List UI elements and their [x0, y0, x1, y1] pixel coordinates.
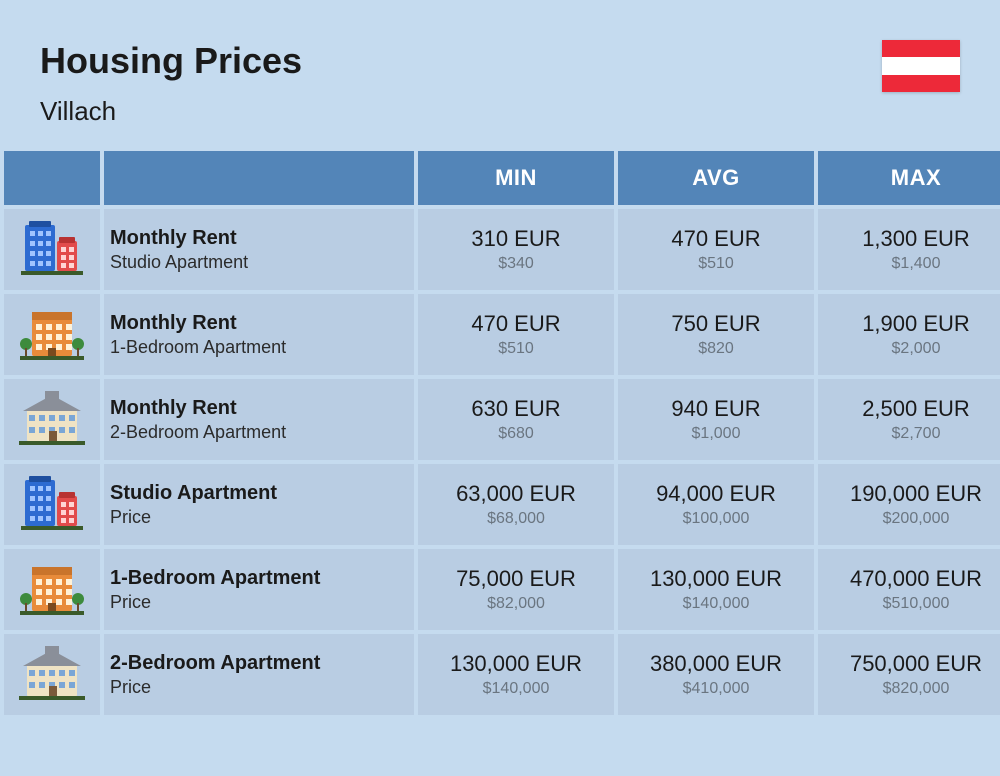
table-row: Monthly Rent1-Bedroom Apartment 470 EUR $5… — [4, 294, 1000, 375]
value-sub: $820,000 — [828, 679, 1000, 698]
building-1br-icon — [4, 294, 100, 375]
value-main: 1,900 EUR — [828, 311, 1000, 337]
row-title: 2-Bedroom Apartment — [110, 651, 404, 676]
cell-max: 1,900 EUR $2,000 — [818, 294, 1000, 375]
value-main: 940 EUR — [628, 396, 804, 422]
cell-min: 75,000 EUR $82,000 — [418, 549, 614, 630]
value-sub: $100,000 — [628, 509, 804, 528]
table-header-empty — [4, 151, 100, 205]
value-main: 470,000 EUR — [828, 566, 1000, 592]
cell-min: 63,000 EUR $68,000 — [418, 464, 614, 545]
value-main: 63,000 EUR — [428, 481, 604, 507]
value-sub: $510 — [428, 339, 604, 358]
cell-max: 750,000 EUR $820,000 — [818, 634, 1000, 715]
value-main: 630 EUR — [428, 396, 604, 422]
value-main: 130,000 EUR — [628, 566, 804, 592]
page-title: Housing Prices — [40, 40, 960, 82]
building-1br-icon — [4, 549, 100, 630]
value-sub: $410,000 — [628, 679, 804, 698]
table-row: Monthly Rent2-Bedroom Apartment 630 EUR $6… — [4, 379, 1000, 460]
table-header-avg: AVG — [618, 151, 814, 205]
cell-min: 130,000 EUR $140,000 — [418, 634, 614, 715]
cell-avg: 94,000 EUR $100,000 — [618, 464, 814, 545]
housing-prices-table: MIN AVG MAX Monthly RentStudio Apartment… — [0, 147, 1000, 719]
building-2br-icon — [4, 634, 100, 715]
value-sub: $200,000 — [828, 509, 1000, 528]
table-row: Studio ApartmentPrice 63,000 EUR $68,000 94… — [4, 464, 1000, 545]
value-sub: $140,000 — [628, 594, 804, 613]
flag-stripe — [882, 75, 960, 92]
building-studio-icon — [4, 209, 100, 290]
cell-max: 190,000 EUR $200,000 — [818, 464, 1000, 545]
value-sub: $1,400 — [828, 254, 1000, 273]
row-label: 1-Bedroom ApartmentPrice — [104, 549, 414, 630]
cell-avg: 750 EUR $820 — [618, 294, 814, 375]
value-sub: $680 — [428, 424, 604, 443]
row-label: Monthly Rent1-Bedroom Apartment — [104, 294, 414, 375]
value-main: 750,000 EUR — [828, 651, 1000, 677]
table-header-max: MAX — [818, 151, 1000, 205]
cell-min: 310 EUR $340 — [418, 209, 614, 290]
cell-avg: 940 EUR $1,000 — [618, 379, 814, 460]
flag-stripe — [882, 57, 960, 74]
row-label: Monthly Rent2-Bedroom Apartment — [104, 379, 414, 460]
cell-avg: 130,000 EUR $140,000 — [618, 549, 814, 630]
value-sub: $340 — [428, 254, 604, 273]
value-main: 190,000 EUR — [828, 481, 1000, 507]
value-main: 310 EUR — [428, 226, 604, 252]
value-main: 130,000 EUR — [428, 651, 604, 677]
row-label: 2-Bedroom ApartmentPrice — [104, 634, 414, 715]
table-header-min: MIN — [418, 151, 614, 205]
value-main: 470 EUR — [628, 226, 804, 252]
value-sub: $510 — [628, 254, 804, 273]
row-subtitle: Price — [110, 506, 404, 529]
row-title: Monthly Rent — [110, 311, 404, 336]
value-sub: $820 — [628, 339, 804, 358]
value-main: 75,000 EUR — [428, 566, 604, 592]
cell-avg: 380,000 EUR $410,000 — [618, 634, 814, 715]
value-main: 94,000 EUR — [628, 481, 804, 507]
value-main: 470 EUR — [428, 311, 604, 337]
value-main: 1,300 EUR — [828, 226, 1000, 252]
austria-flag-icon — [882, 40, 960, 92]
value-main: 2,500 EUR — [828, 396, 1000, 422]
row-title: Monthly Rent — [110, 226, 404, 251]
cell-min: 470 EUR $510 — [418, 294, 614, 375]
value-main: 750 EUR — [628, 311, 804, 337]
row-title: Studio Apartment — [110, 481, 404, 506]
value-sub: $510,000 — [828, 594, 1000, 613]
value-sub: $2,700 — [828, 424, 1000, 443]
page-subtitle: Villach — [40, 96, 960, 127]
row-label: Studio ApartmentPrice — [104, 464, 414, 545]
row-subtitle: Studio Apartment — [110, 251, 404, 274]
value-sub: $68,000 — [428, 509, 604, 528]
cell-max: 2,500 EUR $2,700 — [818, 379, 1000, 460]
row-subtitle: 1-Bedroom Apartment — [110, 336, 404, 359]
building-2br-icon — [4, 379, 100, 460]
cell-max: 470,000 EUR $510,000 — [818, 549, 1000, 630]
value-sub: $140,000 — [428, 679, 604, 698]
table-row: 1-Bedroom ApartmentPrice 75,000 EUR $82,00… — [4, 549, 1000, 630]
flag-stripe — [882, 40, 960, 57]
row-label: Monthly RentStudio Apartment — [104, 209, 414, 290]
cell-max: 1,300 EUR $1,400 — [818, 209, 1000, 290]
row-subtitle: 2-Bedroom Apartment — [110, 421, 404, 444]
value-sub: $1,000 — [628, 424, 804, 443]
row-title: Monthly Rent — [110, 396, 404, 421]
table-row: Monthly RentStudio Apartment 310 EUR $340 4… — [4, 209, 1000, 290]
value-main: 380,000 EUR — [628, 651, 804, 677]
row-subtitle: Price — [110, 676, 404, 699]
table-row: 2-Bedroom ApartmentPrice 130,000 EUR $140,… — [4, 634, 1000, 715]
value-sub: $82,000 — [428, 594, 604, 613]
cell-avg: 470 EUR $510 — [618, 209, 814, 290]
row-title: 1-Bedroom Apartment — [110, 566, 404, 591]
cell-min: 630 EUR $680 — [418, 379, 614, 460]
table-header-empty — [104, 151, 414, 205]
row-subtitle: Price — [110, 591, 404, 614]
building-studio-icon — [4, 464, 100, 545]
value-sub: $2,000 — [828, 339, 1000, 358]
